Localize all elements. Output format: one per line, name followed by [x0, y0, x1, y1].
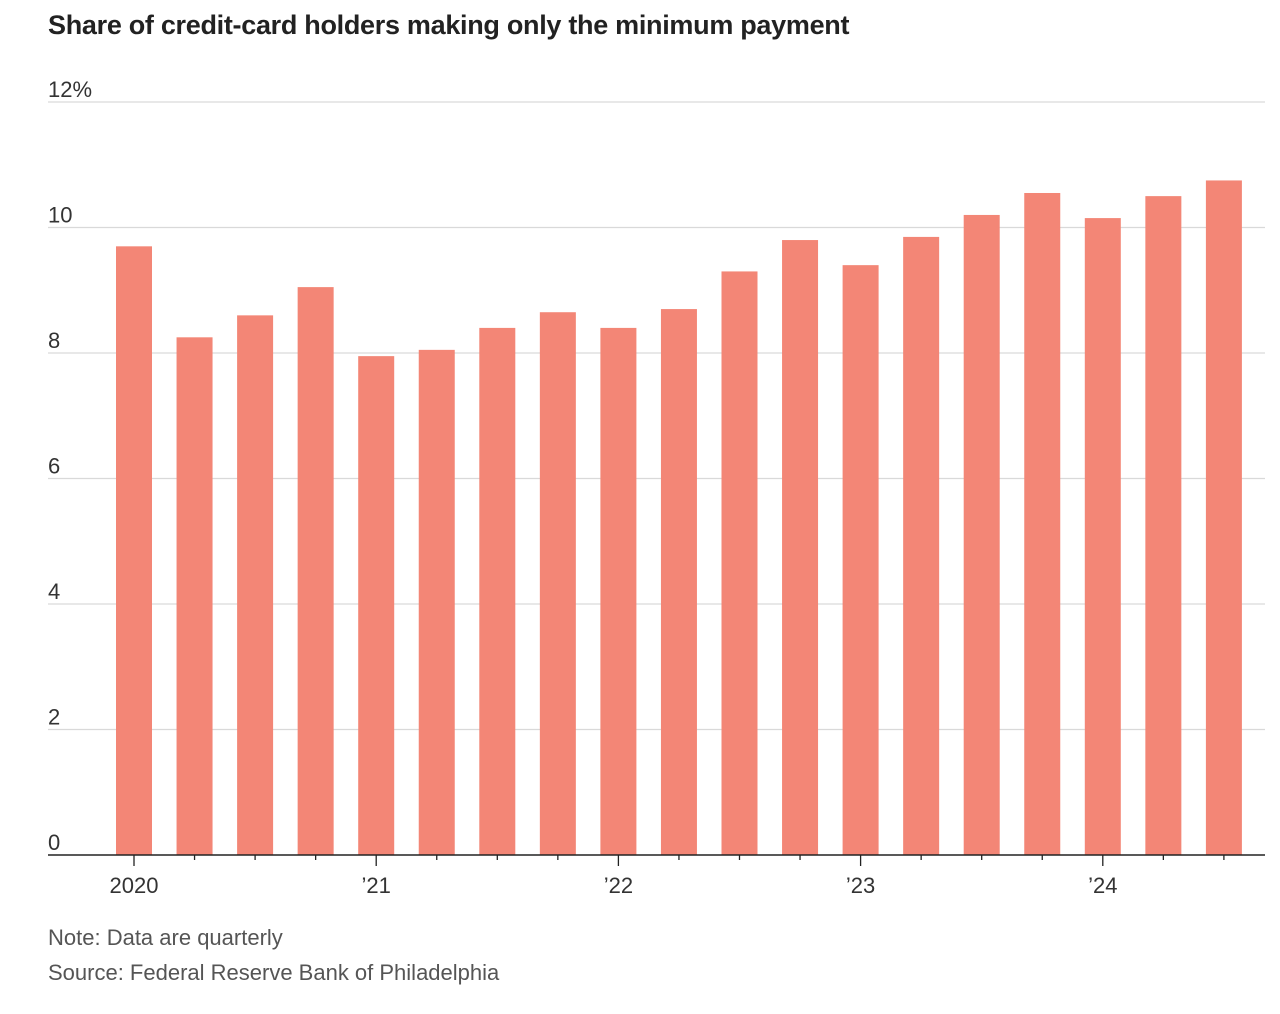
- x-tick-label-0: 2020: [110, 873, 159, 898]
- bar-15: [1024, 192, 1061, 856]
- bar-2: [237, 315, 274, 856]
- bar-7: [539, 312, 576, 855]
- bar-12: [842, 265, 879, 855]
- bar-17: [1145, 196, 1182, 855]
- bar-3: [297, 287, 334, 855]
- chart-source: Source: Federal Reserve Bank of Philadel…: [48, 960, 500, 985]
- chart-title: Share of credit-card holders making only…: [48, 10, 850, 40]
- bar-6: [479, 327, 516, 855]
- bar-10: [721, 271, 758, 855]
- y-tick-label-12: 12%: [48, 77, 92, 102]
- chart-note: Note: Data are quarterly: [48, 925, 283, 950]
- y-tick-label-0: 0: [48, 830, 60, 855]
- bar-9: [660, 309, 697, 855]
- x-axis: 2020 ’21 ’22 ’23 ’24: [48, 854, 1265, 898]
- y-axis-labels: 12% 10 8 6 4 2 0: [48, 77, 92, 855]
- x-tick-label-8: ’22: [604, 873, 633, 898]
- bar-13: [903, 236, 940, 856]
- bar-4: [358, 356, 395, 855]
- gridlines: [48, 101, 1265, 731]
- y-tick-label-4: 4: [48, 579, 60, 604]
- bar-18: [1205, 180, 1242, 855]
- y-tick-label-8: 8: [48, 328, 60, 353]
- bar-11: [782, 240, 819, 856]
- bar-5: [418, 349, 455, 855]
- bar-14: [963, 214, 1000, 855]
- y-tick-label-6: 6: [48, 454, 60, 479]
- bar-1: [176, 337, 213, 855]
- bar-8: [600, 327, 637, 855]
- y-tick-label-2: 2: [48, 705, 60, 730]
- y-tick-label-10: 10: [48, 203, 72, 228]
- bars: [116, 180, 1242, 856]
- x-tick-label-4: ’21: [362, 873, 391, 898]
- bar-16: [1084, 218, 1121, 855]
- x-tick-label-16: ’24: [1088, 873, 1117, 898]
- x-tick-label-12: ’23: [846, 873, 875, 898]
- bar-0: [116, 246, 152, 855]
